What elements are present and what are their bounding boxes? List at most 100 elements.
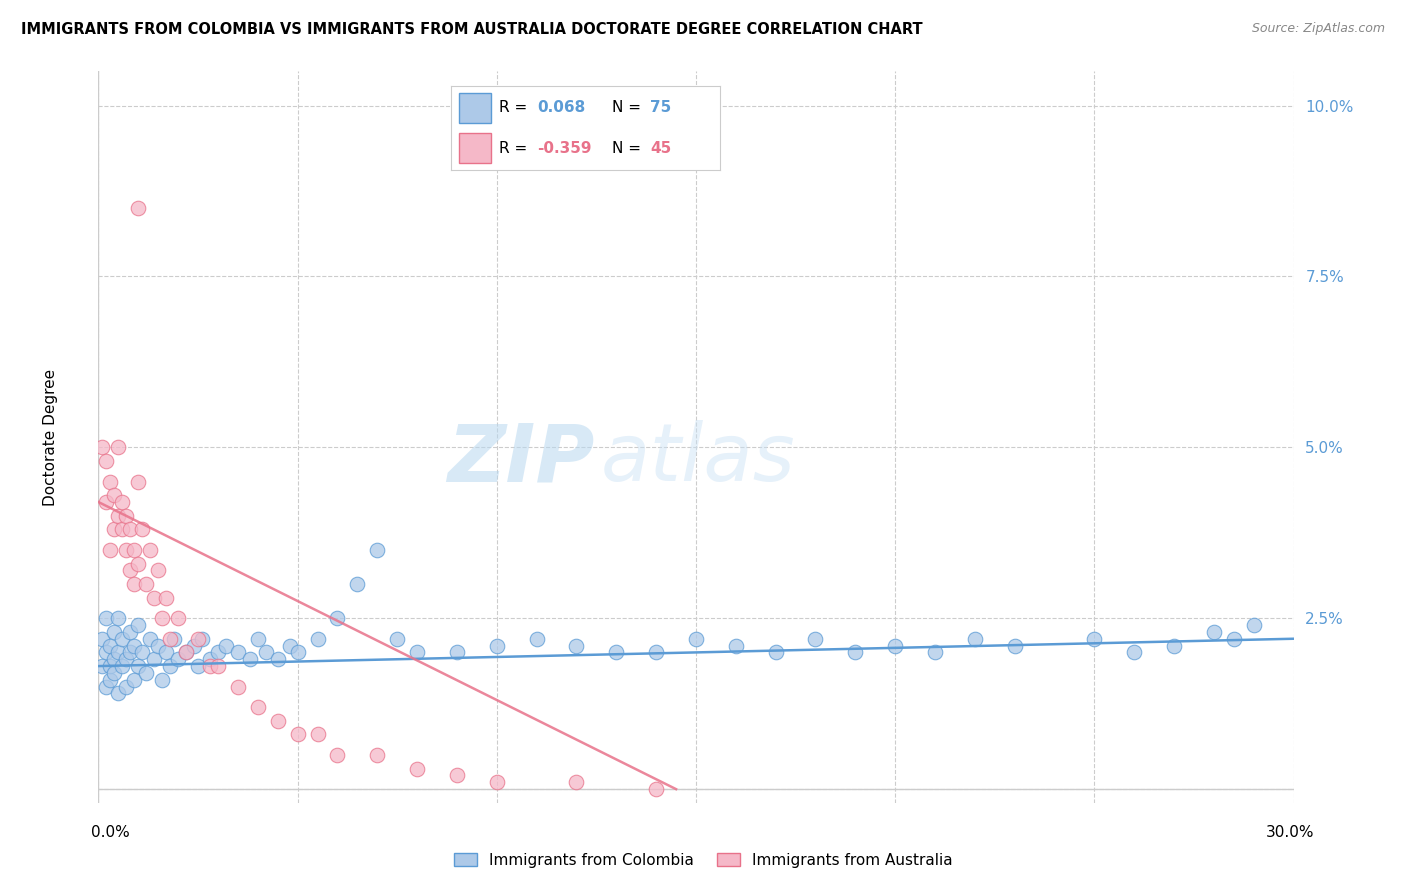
Point — [98, 639, 122, 653]
Point — [120, 563, 142, 577]
Point — [198, 652, 221, 666]
Point — [107, 686, 129, 700]
Point — [167, 611, 190, 625]
Point — [115, 542, 138, 557]
Point — [127, 475, 149, 489]
Point — [120, 522, 142, 536]
Point — [346, 577, 368, 591]
Point — [198, 659, 221, 673]
Point — [485, 775, 508, 789]
Point — [287, 727, 309, 741]
Point — [366, 542, 388, 557]
Point — [150, 673, 173, 687]
Point — [96, 611, 118, 625]
Point — [98, 673, 122, 687]
Point — [446, 645, 468, 659]
Point — [167, 652, 190, 666]
Point — [91, 632, 114, 646]
Point — [96, 680, 118, 694]
Point — [1004, 639, 1026, 653]
Text: 0.0%: 0.0% — [91, 825, 131, 840]
Point — [96, 645, 118, 659]
Point — [148, 639, 170, 653]
Point — [924, 645, 946, 659]
Point — [127, 618, 149, 632]
Point — [107, 611, 129, 625]
Point — [103, 624, 125, 639]
Point — [111, 495, 134, 509]
Point — [446, 768, 468, 782]
Point — [215, 639, 238, 653]
Point — [307, 632, 329, 646]
Point — [645, 782, 668, 797]
Point — [103, 488, 125, 502]
Point — [485, 639, 508, 653]
Point — [103, 665, 125, 680]
Point — [278, 639, 301, 653]
Point — [191, 632, 214, 646]
Point — [103, 652, 125, 666]
Point — [96, 454, 118, 468]
Point — [366, 747, 388, 762]
Point — [124, 542, 146, 557]
Point — [111, 632, 134, 646]
Point — [120, 624, 142, 639]
Point — [385, 632, 409, 646]
Point — [226, 645, 249, 659]
Text: 30.0%: 30.0% — [1267, 825, 1315, 840]
Point — [804, 632, 827, 646]
Point — [143, 591, 166, 605]
Point — [267, 714, 290, 728]
Point — [406, 762, 429, 776]
Point — [155, 645, 177, 659]
Point — [1123, 645, 1146, 659]
Point — [148, 563, 170, 577]
Point — [111, 522, 134, 536]
Point — [96, 495, 118, 509]
Point — [307, 727, 329, 741]
Point — [103, 522, 125, 536]
Point — [565, 775, 588, 789]
Point — [131, 645, 153, 659]
Point — [135, 665, 157, 680]
Point — [1083, 632, 1105, 646]
Point — [254, 645, 277, 659]
Point — [143, 652, 166, 666]
Point — [226, 680, 249, 694]
Point — [139, 542, 162, 557]
Point — [150, 611, 173, 625]
Point — [107, 440, 129, 454]
Text: IMMIGRANTS FROM COLOMBIA VS IMMIGRANTS FROM AUSTRALIA DOCTORATE DEGREE CORRELATI: IMMIGRANTS FROM COLOMBIA VS IMMIGRANTS F… — [21, 22, 922, 37]
Point — [155, 591, 177, 605]
Text: ZIP: ZIP — [447, 420, 595, 498]
Point — [135, 577, 157, 591]
Point — [267, 652, 290, 666]
Point — [91, 440, 114, 454]
Point — [115, 508, 138, 523]
Point — [127, 557, 149, 571]
Text: Doctorate Degree: Doctorate Degree — [44, 368, 58, 506]
Point — [1243, 618, 1265, 632]
Point — [187, 659, 209, 673]
Point — [159, 659, 181, 673]
Point — [207, 645, 229, 659]
Point — [326, 611, 349, 625]
Point — [406, 645, 429, 659]
Point — [326, 747, 349, 762]
Point — [685, 632, 707, 646]
Point — [765, 645, 787, 659]
Point — [115, 652, 138, 666]
Point — [526, 632, 548, 646]
Point — [111, 659, 134, 673]
Point — [246, 632, 269, 646]
Point — [124, 639, 146, 653]
Point — [91, 659, 114, 673]
Point — [246, 700, 269, 714]
Point — [183, 639, 205, 653]
Point — [107, 645, 129, 659]
Point — [174, 645, 197, 659]
Point — [127, 201, 149, 215]
Point — [565, 639, 588, 653]
Text: atlas: atlas — [600, 420, 796, 498]
Point — [174, 645, 197, 659]
